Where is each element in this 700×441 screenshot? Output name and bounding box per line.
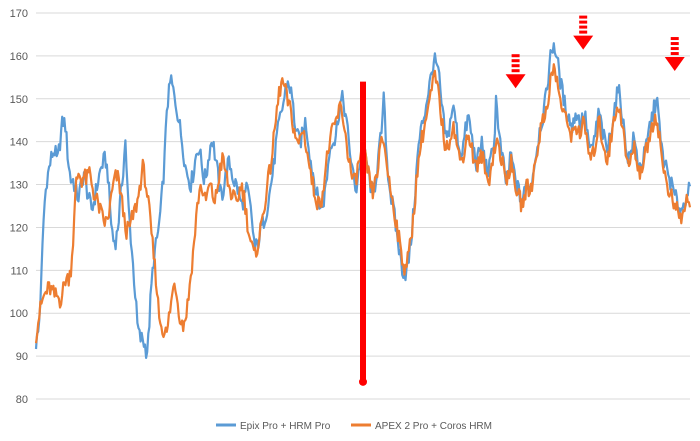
y-tick-label: 140 bbox=[10, 137, 28, 149]
red-marker-dot bbox=[359, 377, 367, 386]
y-axis-ticks: 80 90 100 110 120 130 140 150 160 170 bbox=[10, 8, 28, 406]
annotations bbox=[359, 15, 685, 386]
arrow-icon bbox=[664, 37, 685, 72]
y-tick-label: 100 bbox=[10, 308, 28, 320]
y-tick-label: 150 bbox=[10, 94, 28, 106]
y-tick-label: 120 bbox=[10, 222, 28, 234]
arrow-icon bbox=[505, 54, 526, 89]
y-tick-label: 110 bbox=[10, 265, 28, 277]
y-tick-label: 170 bbox=[10, 8, 28, 20]
legend-label-epix: Epix Pro + HRM Pro bbox=[240, 421, 331, 432]
y-tick-label: 130 bbox=[10, 180, 28, 192]
arrow-icon bbox=[573, 15, 594, 50]
y-tick-label: 160 bbox=[10, 51, 28, 63]
legend: Epix Pro + HRM Pro APEX 2 Pro + Coros HR… bbox=[216, 421, 492, 432]
y-tick-label: 80 bbox=[16, 394, 28, 406]
y-tick-label: 90 bbox=[16, 351, 28, 363]
legend-label-apex: APEX 2 Pro + Coros HRM bbox=[375, 421, 492, 432]
